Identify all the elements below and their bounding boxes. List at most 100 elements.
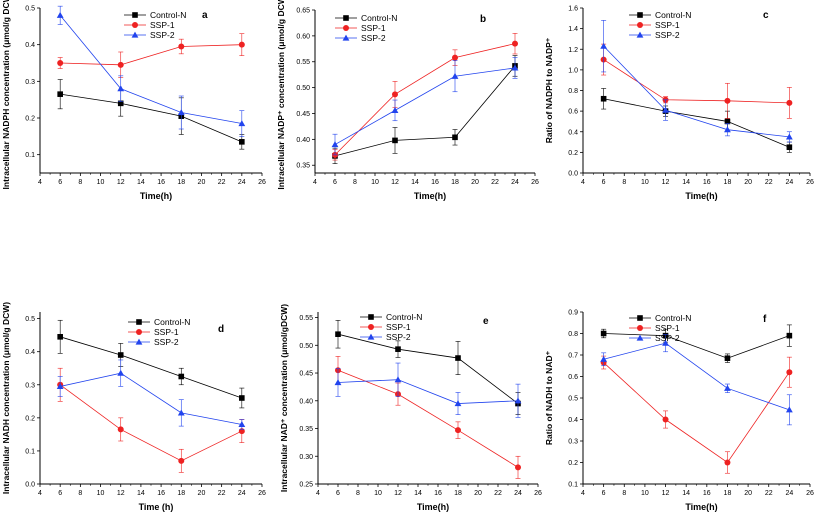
x-tick-label: 12 bbox=[662, 490, 670, 497]
x-tick-label: 10 bbox=[97, 179, 105, 186]
series-line bbox=[334, 67, 516, 145]
data-point bbox=[600, 42, 608, 49]
x-tick-label: 14 bbox=[411, 179, 419, 186]
data-point bbox=[724, 126, 731, 133]
y-tick-label: 1.2 bbox=[568, 47, 578, 54]
data-point bbox=[239, 139, 245, 145]
y-tick-label: 0.65 bbox=[296, 8, 310, 15]
series-control-n bbox=[57, 319, 245, 409]
x-tick-label: 8 bbox=[353, 179, 357, 186]
series-line bbox=[334, 43, 516, 156]
y-tick-label: 0.40 bbox=[299, 398, 313, 405]
x-axis-title: Time(h) bbox=[140, 191, 172, 201]
series-control-n bbox=[335, 320, 521, 415]
x-tick-label: 12 bbox=[117, 179, 125, 186]
data-point bbox=[600, 95, 607, 102]
data-point bbox=[454, 400, 462, 407]
x-tick-label: 16 bbox=[703, 490, 711, 497]
legend-marker bbox=[343, 15, 349, 21]
y-tick-label: 0.6 bbox=[568, 109, 578, 116]
data-point bbox=[117, 61, 124, 68]
data-point bbox=[724, 384, 731, 391]
series-line bbox=[59, 384, 242, 462]
y-axis-title: Intracellular NAD⁺ concentration (μmol/g… bbox=[279, 304, 289, 492]
series-line bbox=[334, 65, 516, 157]
x-tick-label: 12 bbox=[117, 490, 125, 497]
legend-marker bbox=[637, 12, 643, 18]
data-point bbox=[117, 352, 124, 358]
legend-marker bbox=[135, 338, 143, 345]
data-point bbox=[452, 54, 458, 61]
data-point bbox=[600, 355, 608, 362]
series-line bbox=[60, 372, 242, 425]
series-line bbox=[59, 15, 242, 124]
y-tick-label: 0.35 bbox=[296, 163, 310, 170]
series-ssp-2 bbox=[600, 20, 793, 143]
data-point bbox=[117, 369, 125, 376]
legend-marker bbox=[637, 315, 643, 321]
series-ssp-2 bbox=[56, 359, 246, 430]
data-point bbox=[452, 134, 458, 141]
x-axis-title: Time(h) bbox=[414, 191, 446, 201]
series-line bbox=[603, 362, 790, 464]
legend-label: SSP-1 bbox=[154, 327, 179, 337]
x-tick-label: 10 bbox=[97, 490, 105, 497]
data-point bbox=[662, 416, 669, 423]
data-point bbox=[178, 457, 185, 464]
x-tick-label: 20 bbox=[198, 179, 206, 186]
y-axis-title: Intracellular NADP⁺ concentration (μmol/… bbox=[276, 0, 286, 190]
x-tick-label: 20 bbox=[744, 179, 752, 186]
y-tick-label: 0.2 bbox=[25, 116, 35, 123]
x-tick-label: 22 bbox=[765, 179, 773, 186]
x-tick-label: 26 bbox=[806, 179, 814, 186]
legend-label: SSP-2 bbox=[154, 337, 179, 347]
x-tick-label: 4 bbox=[581, 490, 585, 497]
y-tick-label: 0.1 bbox=[25, 152, 35, 159]
x-tick-label: 14 bbox=[414, 490, 422, 497]
chart-panel-e: 4 6 8 10 12 14 16 18 20 22 24 26 0.25 0.30 0.35 0.40 0.4… bbox=[279, 304, 542, 512]
x-tick-label: 4 bbox=[316, 490, 320, 497]
y-tick-label: 0.60 bbox=[296, 33, 310, 40]
legend-label: SSP-1 bbox=[386, 322, 411, 332]
y-axis-title: Intracellular NADH concentration (μmol/g… bbox=[1, 302, 11, 494]
x-tick-label: 10 bbox=[371, 179, 379, 186]
data-point bbox=[177, 409, 185, 416]
x-tick-label: 18 bbox=[177, 179, 185, 186]
legend-marker bbox=[637, 22, 643, 28]
x-tick-label: 22 bbox=[218, 490, 226, 497]
y-tick-label: 1.6 bbox=[568, 6, 578, 13]
data-point bbox=[392, 137, 398, 144]
x-tick-label: 12 bbox=[394, 490, 402, 497]
legend-label: SSP-1 bbox=[655, 323, 680, 333]
data-point bbox=[515, 464, 521, 471]
y-tick-label: 0.6 bbox=[568, 374, 578, 381]
series-control-n bbox=[57, 79, 245, 150]
series-line bbox=[603, 45, 790, 138]
chart-panel-a: 4 6 8 10 12 14 16 18 20 22 24 26 0.1 0.2 0.3 0.4 0.5 Time… bbox=[1, 0, 266, 201]
x-tick-label: 18 bbox=[177, 490, 185, 497]
legend-marker bbox=[368, 314, 374, 320]
x-tick-label: 24 bbox=[514, 490, 522, 497]
y-tick-label: 0.8 bbox=[568, 331, 578, 338]
series-line bbox=[60, 44, 242, 66]
y-tick-label: 0.55 bbox=[299, 315, 313, 322]
legend-marker bbox=[132, 22, 138, 28]
x-tick-label: 14 bbox=[682, 490, 690, 497]
x-tick-label: 18 bbox=[451, 179, 459, 186]
series-line bbox=[60, 336, 242, 399]
x-tick-label: 24 bbox=[238, 179, 246, 186]
x-tick-label: 6 bbox=[58, 490, 62, 497]
series-ssp-1 bbox=[57, 367, 245, 473]
x-tick-label: 6 bbox=[602, 490, 606, 497]
x-axis-title: Time (h) bbox=[139, 502, 174, 512]
legend-label: SSP-2 bbox=[386, 332, 411, 342]
y-tick-label: 0.4 bbox=[568, 129, 578, 136]
data-point bbox=[331, 141, 339, 148]
series-ssp-2 bbox=[334, 362, 522, 418]
y-tick-label: 0.50 bbox=[296, 85, 310, 92]
series-control-n bbox=[600, 324, 793, 363]
y-tick-label: 0.8 bbox=[568, 88, 578, 95]
x-tick-label: 26 bbox=[258, 179, 266, 186]
y-tick-label: 1.0 bbox=[568, 67, 578, 74]
